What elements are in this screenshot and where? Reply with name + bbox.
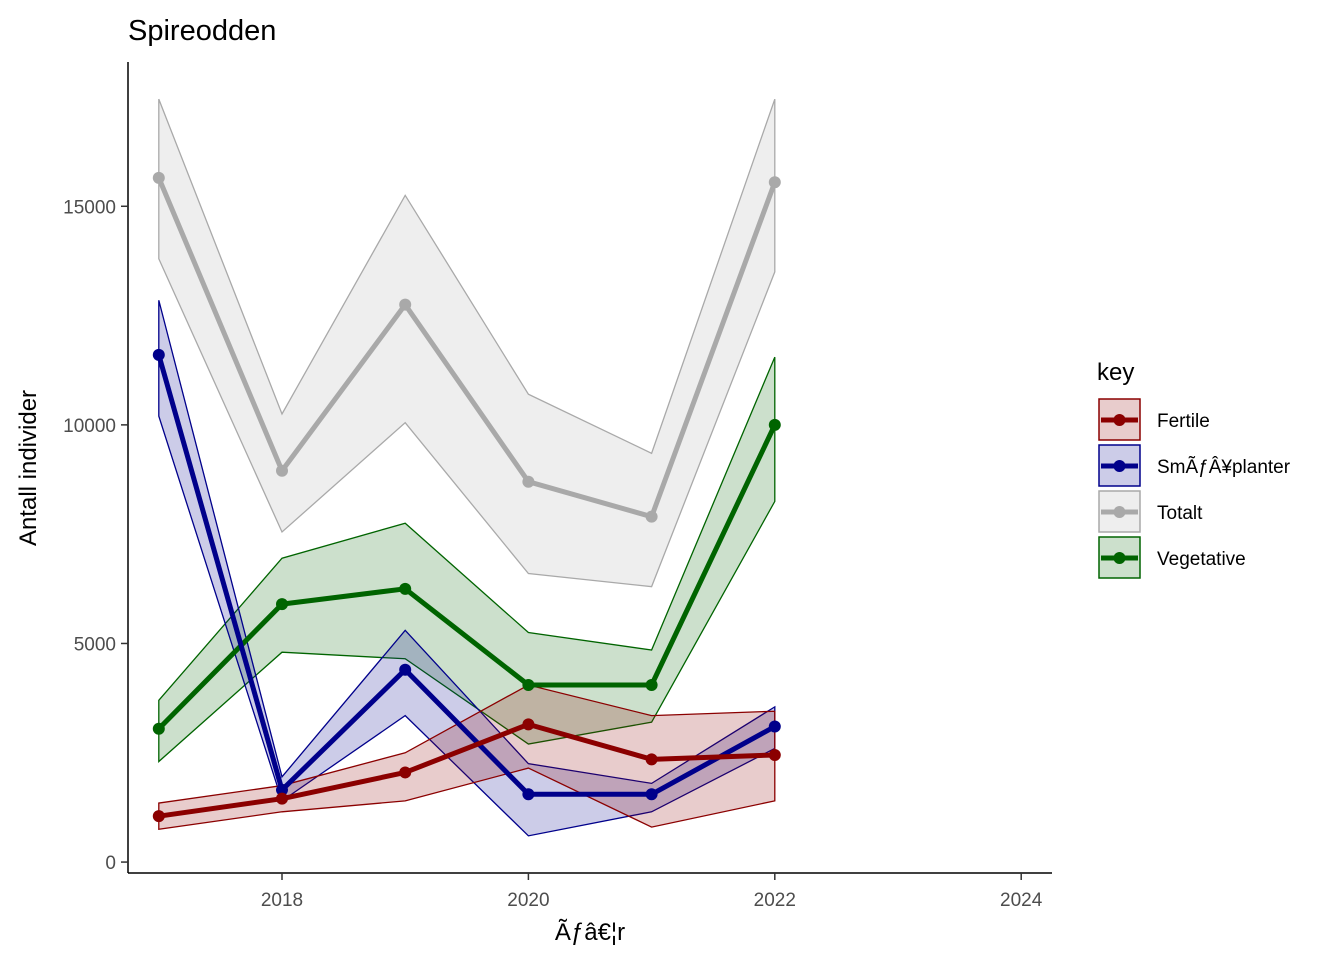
y-tick-label: 10000 [63,416,116,437]
data-point-vegetative [522,679,535,692]
data-point-vegetative [399,582,412,595]
data-point-sm-planter [768,720,781,733]
confidence-ribbons [158,98,776,837]
data-point-sm-planter [645,788,658,801]
data-point-fertile [399,766,412,779]
data-point-fertile [768,748,781,761]
data-point-totalt [276,464,288,477]
y-tick-label: 0 [105,853,116,874]
ribbon-vegetative [158,356,776,763]
data-point-sm-planter [152,348,165,361]
data-point-vegetative [276,598,288,611]
legend-key-point [1113,506,1126,518]
data-point-vegetative [768,418,781,431]
legend-label: Vegetative [1157,549,1246,570]
data-point-fertile [522,718,535,731]
y-axis-title: Antall individer [15,390,42,546]
data-point-fertile [276,792,288,805]
legend-item-fertile: Fertile [1098,398,1210,441]
legend-item-vegetative: Vegetative [1098,536,1246,579]
series-lines [156,176,778,819]
legend-label: Totalt [1157,503,1203,524]
legend-item-sm-planter: SmÃƒÂ¥planter [1098,444,1291,487]
x-tick-label: 2018 [261,890,303,911]
series-line-vegetative [157,423,778,731]
y-axis-ticks: 0 5000 10000 15000 [63,197,128,874]
x-tick-label: 2020 [507,890,549,911]
series-line-sm-planter [156,354,777,797]
chart-title: Spireodden [128,15,276,47]
x-tick-label: 2022 [754,890,796,911]
legend-key-point [1113,552,1126,564]
legend-item-totalt: Totalt [1098,490,1203,533]
data-point-sm-planter [276,783,288,796]
legend: key Fertile SmÃƒÂ¥planter Totalt Vegetative [1097,359,1291,579]
data-point-totalt [768,176,781,189]
x-axis-ticks: 2018 2020 2022 2024 [261,873,1043,911]
data-point-totalt [522,475,535,488]
data-point-totalt [152,171,165,184]
data-point-fertile [645,753,658,766]
data-point-totalt [645,510,658,523]
data-points [152,171,781,823]
data-point-sm-planter [399,663,412,676]
ribbon-totalt [158,98,776,588]
legend-label: SmÃƒÂ¥planter [1157,456,1291,478]
x-axis-title: Ãƒâ€¦r [555,919,625,946]
series-line-totalt [156,176,778,520]
data-point-fertile [152,810,165,823]
series-line-fertile [158,721,775,819]
legend-key-point [1113,460,1126,472]
legend-label: Fertile [1157,411,1210,432]
legend-title: key [1097,359,1134,386]
data-point-totalt [399,298,412,311]
data-point-vegetative [645,679,658,692]
data-point-sm-planter [522,788,535,801]
x-tick-label: 2024 [1000,890,1043,911]
data-point-vegetative [152,722,165,735]
y-tick-label: 15000 [63,197,116,218]
legend-key-point [1113,414,1126,426]
y-tick-label: 5000 [74,634,116,655]
